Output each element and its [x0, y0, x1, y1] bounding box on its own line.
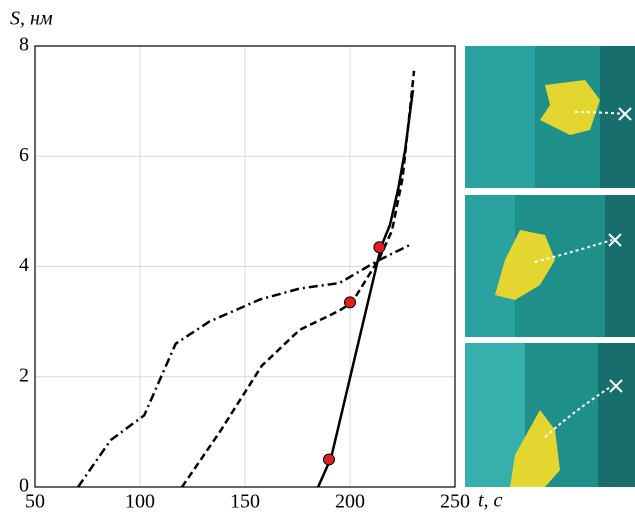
marker [373, 241, 386, 254]
snapshot-island [510, 410, 560, 487]
x-tick-label: 200 [335, 491, 365, 513]
plot-frame [34, 45, 456, 488]
x-tick-label: 50 [25, 491, 45, 513]
snapshot-trace [574, 111, 626, 115]
snapshots [465, 46, 635, 487]
y-axis-label: S, нм [10, 8, 53, 30]
snapshot-region [465, 46, 535, 188]
x-tick-label: 250 [440, 491, 470, 513]
snapshot-trace [544, 385, 613, 438]
snapshot-trace [534, 239, 613, 263]
marker [323, 453, 335, 466]
snapshot-region [605, 195, 635, 337]
snapshot-cross [608, 233, 622, 247]
x-tick-label: 100 [125, 491, 155, 513]
y-tick-label: 2 [19, 364, 29, 386]
snapshot-region [600, 46, 635, 188]
x-tick-label: 150 [230, 491, 260, 513]
x-axis-label: t, с [478, 490, 503, 512]
snapshot-island [540, 80, 600, 135]
snapshot-region [598, 343, 635, 487]
y-tick-label: 8 [19, 34, 29, 56]
snapshot-cross [618, 107, 632, 121]
y-tick-label: 4 [19, 254, 29, 276]
marker [344, 296, 356, 309]
y-tick-label: 0 [19, 475, 29, 497]
series-line [77, 243, 412, 488]
snapshot-island [495, 230, 555, 300]
snapshot-cross [609, 379, 623, 393]
y-tick-label: 6 [19, 144, 29, 166]
